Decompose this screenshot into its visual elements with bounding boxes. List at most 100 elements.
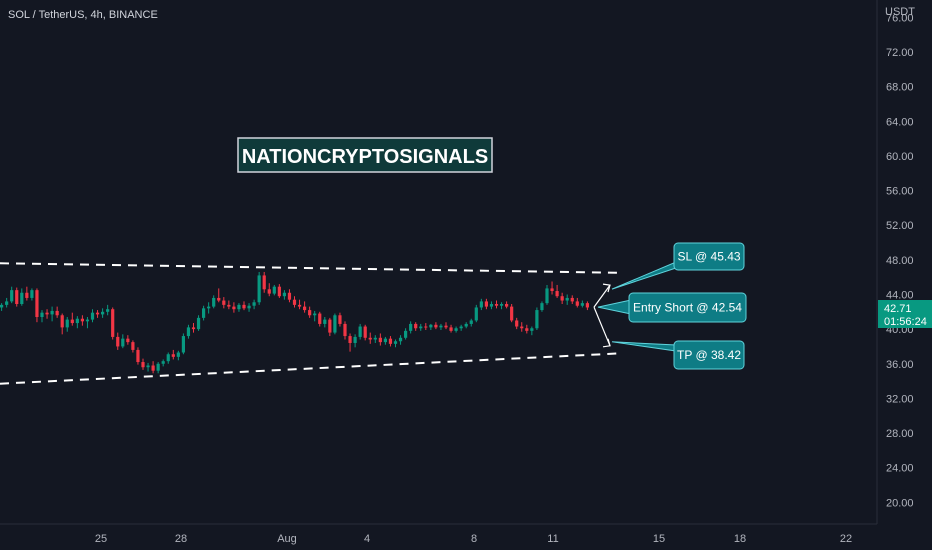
candle — [308, 306, 312, 318]
candle — [50, 306, 54, 322]
candle-body — [116, 336, 120, 347]
channel-lines[interactable] — [0, 262, 621, 385]
callout-box — [628, 292, 747, 323]
candle-body — [247, 305, 251, 309]
candle-body — [404, 330, 408, 338]
candle — [469, 318, 473, 327]
candle-body — [308, 310, 312, 316]
candle — [35, 288, 39, 323]
candle-body — [146, 365, 150, 368]
candle — [45, 309, 49, 319]
price-tick-label: 64.00 — [886, 116, 914, 128]
time-axis[interactable]: 25 28 Aug 4 8 11 15 18 22 — [95, 533, 852, 545]
channel-lower-line[interactable] — [0, 352, 621, 385]
time-tick-label: 15 — [653, 533, 665, 545]
candle — [136, 347, 140, 365]
candle-body — [282, 292, 286, 297]
stop-loss-callout[interactable]: SL @ 45.43 — [611, 242, 745, 290]
candle — [20, 288, 24, 306]
time-tick-label: 22 — [840, 533, 852, 545]
candle — [106, 304, 110, 316]
candle — [222, 297, 226, 309]
candle-body — [222, 300, 226, 305]
candle — [580, 300, 584, 308]
candle-body — [10, 290, 14, 302]
price-tick-label: 28.00 — [886, 428, 914, 440]
candle — [131, 340, 135, 353]
candle — [196, 315, 201, 331]
candle-body — [217, 297, 221, 301]
candle-body — [186, 327, 191, 337]
stop-loss-arrow — [593, 284, 611, 308]
symbol-label[interactable]: SOL / TetherUS, 4h, BINANCE — [8, 9, 158, 21]
candle-body — [429, 324, 433, 328]
candle-body — [373, 337, 377, 340]
watermark-frame — [237, 137, 493, 173]
candle — [318, 311, 322, 327]
candle — [575, 297, 579, 308]
candle — [333, 313, 337, 335]
candle-body — [272, 286, 276, 294]
candle — [474, 304, 478, 323]
candle — [171, 349, 175, 360]
candle — [217, 288, 221, 303]
candle — [55, 306, 59, 318]
candle — [434, 322, 438, 330]
candle-body — [111, 309, 115, 337]
candle-body — [363, 326, 367, 338]
candle — [10, 286, 14, 304]
candle — [0, 303, 4, 311]
take-profit-arrow — [593, 306, 611, 347]
candle-body — [232, 306, 236, 310]
candle — [287, 289, 292, 303]
candle — [141, 358, 145, 370]
price-axis[interactable]: 76.00 72.00 68.00 64.00 60.00 56.00 52.00 48.00… — [886, 12, 914, 509]
candle-body — [323, 319, 327, 324]
take-profit-arrowhead — [602, 338, 611, 348]
candle — [499, 302, 504, 310]
candle — [545, 284, 549, 305]
candle-body — [95, 312, 100, 315]
candle — [156, 362, 160, 374]
candle-body — [358, 326, 362, 337]
candle — [232, 302, 236, 313]
candle-body — [287, 292, 292, 300]
candle-body — [353, 336, 357, 343]
candle-body — [176, 352, 180, 357]
candle — [146, 362, 150, 372]
time-tick-label: 8 — [471, 533, 477, 545]
candle-body — [474, 307, 478, 321]
candle-body — [313, 313, 317, 316]
price-tick-label: 32.00 — [886, 393, 914, 405]
candle-body — [141, 362, 145, 368]
candle-body — [292, 299, 297, 305]
candlestick-series — [0, 271, 589, 374]
watermark-box: NATIONCRYPTOSIGNALS — [237, 137, 493, 173]
candle — [520, 322, 524, 332]
candle-body — [80, 318, 84, 322]
price-tick-label: 44.00 — [886, 289, 914, 301]
candle — [540, 301, 544, 312]
candle-body — [479, 301, 483, 308]
candle-body — [398, 337, 403, 342]
candle — [363, 324, 367, 341]
candle — [25, 286, 29, 301]
candle-body — [55, 310, 59, 316]
candle-body — [196, 317, 201, 330]
channel-upper-line[interactable] — [0, 262, 621, 274]
trade-callouts[interactable]: SL @ 45.43 Entry Short @ 42.54 TP @ 38.42 — [597, 242, 747, 370]
take-profit-callout[interactable]: TP @ 38.42 — [611, 340, 745, 370]
candle-body — [505, 304, 509, 307]
candle — [30, 288, 34, 301]
candle-body — [50, 310, 54, 315]
candle-body — [207, 306, 211, 309]
candle-body — [489, 304, 494, 307]
candle — [90, 309, 95, 323]
candle — [85, 316, 90, 329]
candle — [277, 284, 281, 298]
candle-body — [171, 354, 175, 357]
entry-callout[interactable]: Entry Short @ 42.54 — [597, 292, 747, 323]
candle-body — [131, 342, 135, 350]
candle — [373, 335, 377, 343]
